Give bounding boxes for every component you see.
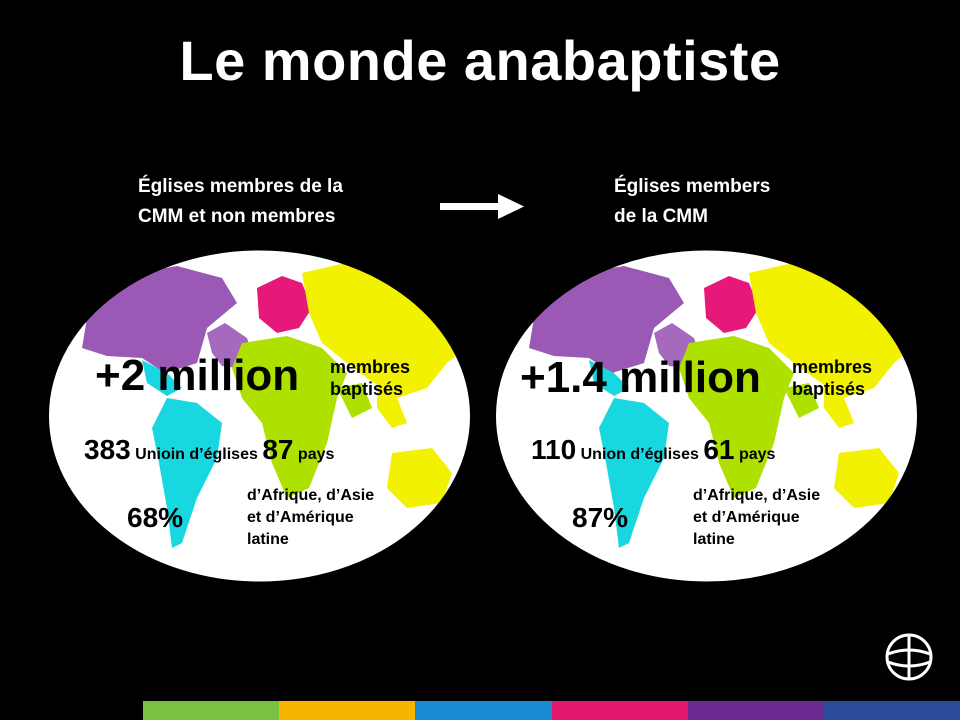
right-countries-count: 61 xyxy=(703,434,734,465)
color-bar-segment xyxy=(143,701,279,720)
color-bar-segment xyxy=(824,701,960,720)
left-countries-label: pays xyxy=(298,446,334,463)
left-countries-count: 87 xyxy=(262,434,293,465)
left-region-line2: et d’Amérique xyxy=(247,507,374,529)
left-heading-line1: Églises membres de la xyxy=(138,172,343,202)
footer-color-bar xyxy=(143,701,960,720)
right-heading-line2: de la CMM xyxy=(614,202,770,232)
right-members-unit: membres baptisés xyxy=(792,356,872,400)
right-members-value: +1.4 million xyxy=(520,354,761,402)
globe-cross-logo-icon xyxy=(884,632,934,687)
right-heading: Églises members de la CMM xyxy=(614,172,770,232)
right-unions-row: 110 Union d’églises 61 pays xyxy=(531,434,775,466)
page-title: Le monde anabaptiste xyxy=(0,28,960,93)
left-heading-line2: CMM et non membres xyxy=(138,202,343,232)
right-heading-line1: Églises members xyxy=(614,172,770,202)
left-members-value: +2 million xyxy=(95,352,299,400)
right-countries-label: pays xyxy=(739,446,775,463)
left-region-text: d’Afrique, d’Asie et d’Amérique latine xyxy=(247,485,374,551)
left-unions-label: Unioin d’églises xyxy=(135,446,258,463)
right-unions-count: 110 xyxy=(531,434,576,465)
color-bar-segment xyxy=(552,701,688,720)
left-unions-row: 383 Unioin d’églises 87 pays xyxy=(84,434,334,466)
color-bar-segment xyxy=(279,701,415,720)
right-members-unit-line1: membres xyxy=(792,356,872,378)
right-region-line1: d’Afrique, d’Asie xyxy=(693,485,820,507)
color-bar-segment xyxy=(688,701,824,720)
left-members-unit: membres baptisés xyxy=(330,356,410,400)
left-members-unit-line1: membres xyxy=(330,356,410,378)
right-region-line2: et d’Amérique xyxy=(693,507,820,529)
right-region-text: d’Afrique, d’Asie et d’Amérique latine xyxy=(693,485,820,551)
left-world-map: +2 million membres baptisés 383 Unioin d… xyxy=(47,248,472,584)
left-members-unit-line2: baptisés xyxy=(330,378,410,400)
left-unions-count: 383 xyxy=(84,434,131,465)
color-bar-segment xyxy=(415,701,551,720)
right-members-unit-line2: baptisés xyxy=(792,378,872,400)
right-world-map: +1.4 million membres baptisés 110 Union … xyxy=(494,248,919,584)
right-unions-label: Union d’églises xyxy=(581,446,699,463)
right-percent: 87% xyxy=(572,502,628,534)
left-region-line3: latine xyxy=(247,529,374,551)
right-arrow-icon xyxy=(440,192,526,227)
right-region-line3: latine xyxy=(693,529,820,551)
left-heading: Églises membres de la CMM et non membres xyxy=(138,172,343,232)
left-percent: 68% xyxy=(127,502,183,534)
left-region-line1: d’Afrique, d’Asie xyxy=(247,485,374,507)
